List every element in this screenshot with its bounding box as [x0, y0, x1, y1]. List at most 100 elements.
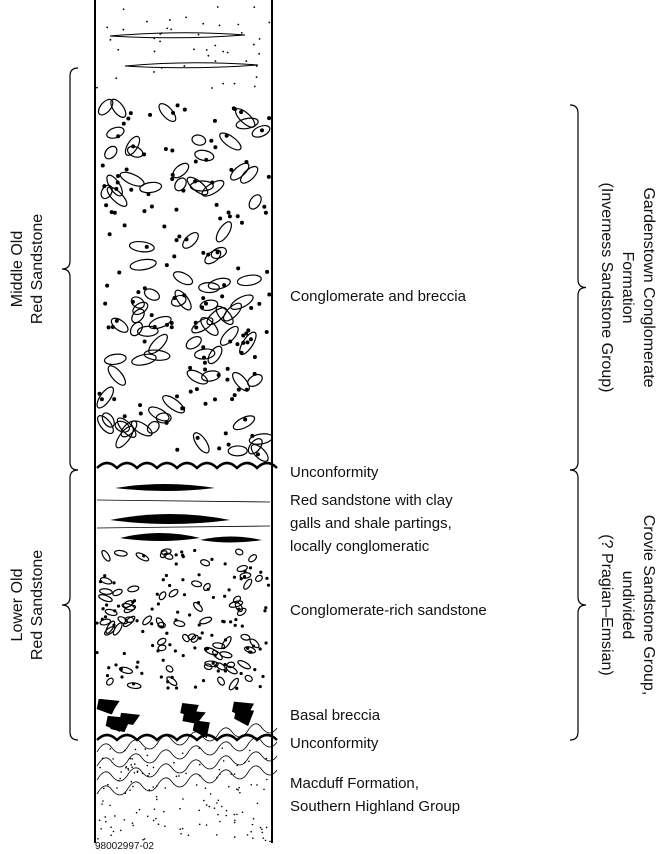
- pebble: [229, 600, 244, 609]
- dot: [181, 578, 184, 581]
- dot: [143, 340, 147, 344]
- dot: [101, 607, 104, 610]
- parting: [97, 500, 270, 502]
- dot: [252, 837, 254, 839]
- dot: [206, 824, 208, 826]
- dot: [250, 831, 252, 833]
- dot: [264, 641, 267, 644]
- schist-fold: [97, 752, 277, 781]
- dot: [141, 630, 144, 633]
- dot: [162, 659, 165, 662]
- dot: [249, 306, 253, 310]
- dot: [133, 599, 136, 602]
- dot: [165, 263, 169, 267]
- dot: [136, 661, 139, 664]
- dot: [176, 776, 178, 778]
- dot: [225, 378, 229, 382]
- dot: [120, 675, 123, 678]
- shale-lens: [115, 484, 215, 491]
- dot: [198, 637, 201, 640]
- dot: [125, 767, 127, 769]
- dot: [131, 758, 133, 760]
- pebble: [207, 276, 231, 291]
- dot: [217, 373, 221, 377]
- pebble: [102, 144, 119, 161]
- dot: [217, 669, 220, 672]
- dot: [210, 793, 212, 795]
- dot: [265, 270, 269, 274]
- dot: [221, 806, 223, 808]
- dot: [122, 29, 124, 31]
- dot: [256, 452, 260, 456]
- dot: [103, 788, 105, 790]
- dot: [99, 819, 101, 821]
- pebble: [100, 549, 111, 562]
- dot: [249, 750, 251, 752]
- dot: [214, 654, 217, 657]
- dot: [234, 83, 236, 85]
- pebble: [231, 413, 256, 432]
- dot: [243, 570, 246, 573]
- dot: [150, 313, 154, 317]
- dot: [107, 666, 110, 669]
- pebble: [158, 591, 167, 601]
- dot: [208, 806, 210, 808]
- dot: [249, 337, 253, 341]
- dot: [229, 620, 232, 623]
- dot: [112, 624, 115, 627]
- breccia-clast: [234, 709, 254, 727]
- dot: [223, 663, 226, 666]
- dot: [103, 574, 106, 577]
- unit-label: locally conglomeratic: [290, 538, 430, 555]
- dot: [237, 607, 240, 610]
- dot: [212, 662, 215, 665]
- brace: [570, 105, 586, 470]
- dot: [142, 209, 146, 213]
- dot: [143, 286, 147, 290]
- dot: [223, 760, 225, 762]
- dot: [252, 644, 255, 647]
- dot: [228, 214, 232, 218]
- dot: [246, 340, 250, 344]
- dot: [219, 773, 221, 775]
- dot: [234, 822, 236, 824]
- pebble: [184, 334, 203, 351]
- dot: [176, 611, 179, 614]
- dot: [253, 372, 257, 376]
- dot: [146, 765, 148, 767]
- dot: [200, 305, 204, 309]
- pebble: [165, 664, 174, 673]
- dot: [250, 784, 252, 786]
- dot: [188, 834, 190, 836]
- dot: [235, 342, 239, 346]
- dot: [214, 664, 217, 667]
- dot: [194, 160, 198, 164]
- dot: [223, 620, 226, 623]
- dot: [175, 448, 179, 452]
- pebble: [242, 578, 253, 591]
- dot: [142, 772, 144, 774]
- dot: [206, 804, 208, 806]
- dot: [140, 672, 143, 675]
- dot: [193, 48, 195, 50]
- dot: [156, 785, 158, 787]
- pebble: [220, 635, 232, 650]
- dot: [165, 574, 168, 577]
- dot: [171, 173, 175, 177]
- pebble: [160, 393, 187, 416]
- pebble: [191, 580, 202, 588]
- dot: [129, 111, 133, 115]
- dot: [197, 601, 200, 604]
- dot: [182, 654, 185, 657]
- dot: [203, 367, 207, 371]
- dot: [198, 747, 200, 749]
- dot: [196, 784, 198, 786]
- dot: [114, 663, 117, 666]
- dot: [159, 41, 161, 43]
- dot: [203, 361, 207, 365]
- dot: [210, 634, 213, 637]
- dot: [146, 192, 150, 196]
- dot: [177, 235, 181, 239]
- dot: [256, 76, 258, 78]
- period-label: Red Sandstone: [29, 550, 46, 660]
